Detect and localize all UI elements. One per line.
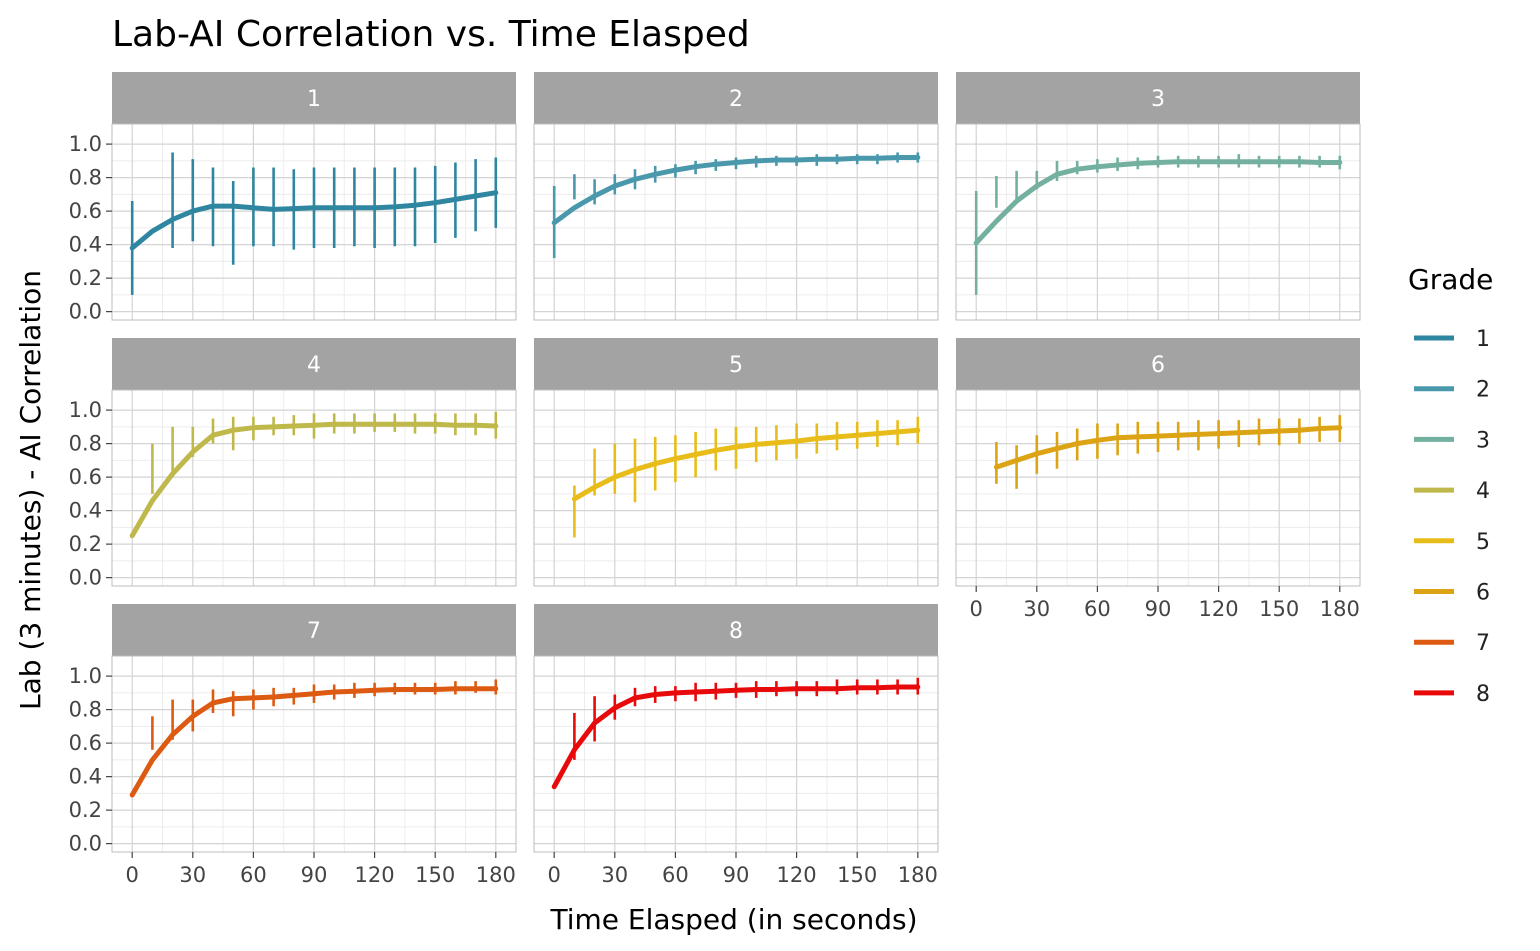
facet-strip-label: 8 <box>729 619 743 644</box>
x-tick-label: 120 <box>1199 597 1239 621</box>
chart-title: Lab-AI Correlation vs. Time Elasped <box>112 14 750 55</box>
facet-panel-8: 8 0 30 60 90 120 150 180 <box>533 604 939 887</box>
y-tick-label: 0.8 <box>69 698 102 722</box>
facet-panel-1: 1 0.0 0.2 0.4 0.6 0.8 1.0 <box>69 72 517 324</box>
legend-item-8: 8 <box>1414 682 1490 707</box>
x-tick-label: 90 <box>1145 597 1172 621</box>
x-tick-label: 90 <box>301 863 328 887</box>
facet-strip-label: 2 <box>729 87 743 112</box>
legend-label: 7 <box>1476 631 1490 656</box>
panel-border <box>111 123 517 321</box>
legend-item-2: 2 <box>1414 378 1490 403</box>
facet-strip <box>534 338 938 390</box>
y-tick-label: 0.8 <box>69 432 102 456</box>
series-line <box>551 155 921 226</box>
facet-panel-7: 7 0.0 0.2 0.4 0.6 0.8 1.0 0 30 60 90 120 150 180 <box>69 604 517 887</box>
panel-border <box>111 389 517 587</box>
legend-label: 6 <box>1476 581 1490 606</box>
facet-strip-label: 3 <box>1151 87 1165 112</box>
facet-panels: 1 0.0 0.2 0.4 0.6 0.8 1.0 2 3 4 0.0 0.2 0.4 0.6 0.8 1.0… <box>69 72 1361 887</box>
x-tick-label: 180 <box>476 863 516 887</box>
facet-strip-label: 1 <box>307 87 321 112</box>
facet-panel-6: 60 30 60 90 120 150 180 <box>955 338 1361 621</box>
legend-item-1: 1 <box>1414 327 1490 352</box>
y-tick-label: 0.8 <box>69 166 102 190</box>
facet-strip <box>956 338 1360 390</box>
y-tick-label: 1.0 <box>69 132 102 156</box>
y-tick-label: 1.0 <box>69 398 102 422</box>
facet-panel-5: 5 <box>533 338 939 587</box>
x-tick-label: 90 <box>723 863 750 887</box>
y-tick-label: 0.0 <box>69 566 102 590</box>
x-tick-label: 0 <box>126 863 139 887</box>
y-axis-title: Lab (3 minutes) - AI Correlation <box>14 270 47 710</box>
x-tick-label: 0 <box>970 597 983 621</box>
series-line <box>129 190 499 251</box>
x-tick-label: 150 <box>415 863 455 887</box>
x-tick-label: 60 <box>662 863 689 887</box>
legend: Grade 1 2 3 4 5 6 7 8 <box>1408 263 1493 707</box>
legend-item-4: 4 <box>1414 479 1490 504</box>
y-tick-label: 0.0 <box>69 832 102 856</box>
y-tick-label: 0.6 <box>69 199 102 223</box>
y-tick-label: 0.2 <box>69 532 102 556</box>
facet-strip <box>112 72 516 124</box>
y-tick-label: 0.2 <box>69 798 102 822</box>
x-tick-label: 30 <box>1023 597 1050 621</box>
facet-panel-4: 4 0.0 0.2 0.4 0.6 0.8 1.0 <box>69 338 517 590</box>
series-line <box>973 159 1343 246</box>
facet-strip <box>534 604 938 656</box>
legend-item-6: 6 <box>1414 581 1490 606</box>
facet-strip <box>956 72 1360 124</box>
facet-strip-label: 4 <box>307 353 321 378</box>
facet-strip <box>534 72 938 124</box>
panel-border <box>533 389 939 587</box>
legend-label: 3 <box>1476 428 1490 453</box>
x-tick-label: 120 <box>355 863 395 887</box>
x-tick-label: 0 <box>548 863 561 887</box>
legend-label: 8 <box>1476 682 1490 707</box>
series-line <box>993 425 1343 470</box>
x-tick-label: 120 <box>777 863 817 887</box>
facet-strip <box>112 604 516 656</box>
x-tick-label: 180 <box>898 863 938 887</box>
y-tick-label: 1.0 <box>69 664 102 688</box>
y-tick-label: 0.4 <box>69 499 102 523</box>
legend-item-3: 3 <box>1414 428 1490 453</box>
facet-strip-label: 7 <box>307 619 321 644</box>
facet-panel-3: 3 <box>955 72 1361 321</box>
legend-item-7: 7 <box>1414 631 1490 656</box>
y-tick-label: 0.4 <box>69 765 102 789</box>
x-tick-label: 30 <box>179 863 206 887</box>
facet-strip <box>112 338 516 390</box>
series-line <box>129 686 499 798</box>
x-tick-label: 30 <box>601 863 628 887</box>
y-tick-label: 0.6 <box>69 465 102 489</box>
legend-label: 1 <box>1476 327 1490 352</box>
legend-label: 5 <box>1476 530 1490 555</box>
legend-label: 4 <box>1476 479 1490 504</box>
panel-border <box>955 123 1361 321</box>
x-tick-label: 180 <box>1320 597 1360 621</box>
facet-strip-label: 5 <box>729 353 743 378</box>
panel-border <box>533 123 939 321</box>
series-line <box>129 421 499 539</box>
legend-item-5: 5 <box>1414 530 1490 555</box>
x-tick-label: 150 <box>837 863 877 887</box>
series-line <box>571 427 921 502</box>
y-tick-label: 0.6 <box>69 731 102 755</box>
legend-title: Grade <box>1408 263 1493 296</box>
x-tick-label: 60 <box>1084 597 1111 621</box>
x-tick-label: 60 <box>240 863 267 887</box>
x-tick-label: 150 <box>1259 597 1299 621</box>
y-tick-label: 0.0 <box>69 300 102 324</box>
facet-panel-2: 2 <box>533 72 939 321</box>
y-tick-label: 0.4 <box>69 233 102 257</box>
facet-strip-label: 6 <box>1151 353 1165 378</box>
legend-label: 2 <box>1476 378 1490 403</box>
series-line <box>551 684 921 790</box>
y-tick-label: 0.2 <box>69 266 102 290</box>
x-axis-title: Time Elasped (in seconds) <box>549 903 917 936</box>
